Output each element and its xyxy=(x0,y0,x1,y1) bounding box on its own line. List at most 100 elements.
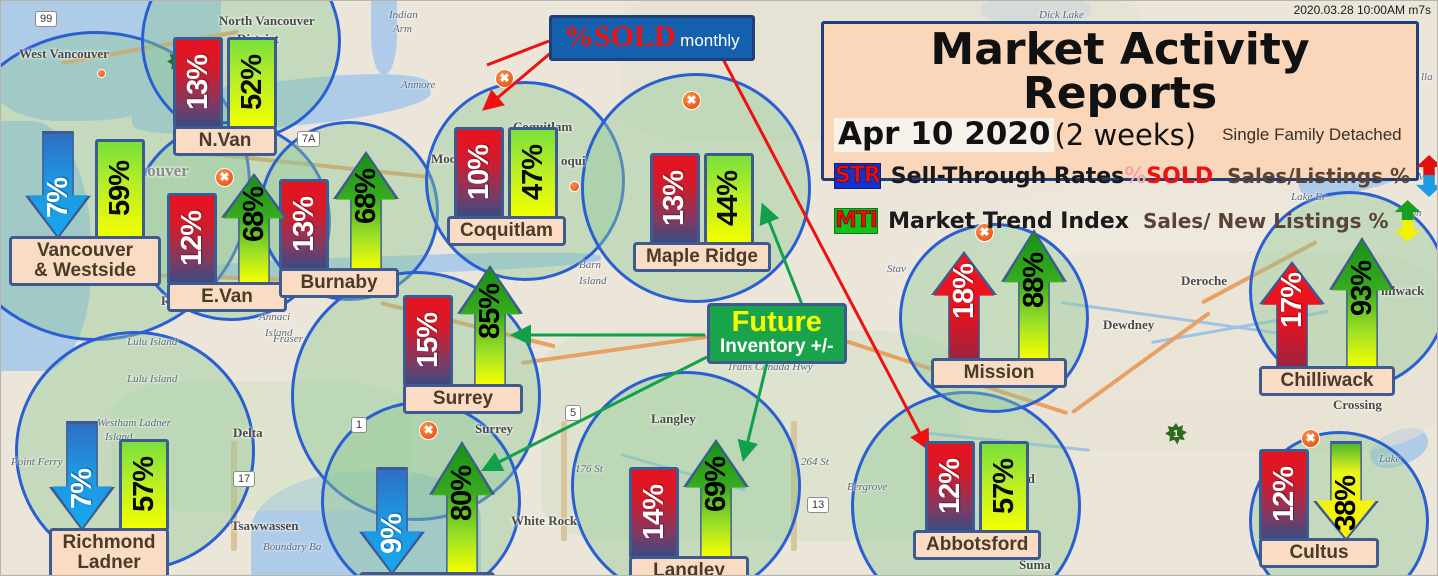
city-marker[interactable]: 13% 44% Maple Ridge xyxy=(633,153,771,272)
city-label[interactable]: Langley xyxy=(629,556,749,575)
mti-bar: 44% xyxy=(703,153,754,245)
city-label[interactable]: Burnaby xyxy=(279,268,399,298)
callout-sold[interactable]: %SOLD monthly xyxy=(549,15,755,61)
city-label[interactable]: Maple Ridge xyxy=(633,242,771,272)
map-label: Moo xyxy=(431,151,457,166)
str-value: 7% xyxy=(65,469,98,509)
str-value: 15% xyxy=(411,313,444,369)
str-bar: 12% xyxy=(925,441,976,533)
str-bar: 13% xyxy=(173,37,223,129)
callout-future-inventory[interactable]: Future Inventory +/- xyxy=(707,303,847,365)
city-label[interactable]: Cultus xyxy=(1259,538,1379,568)
city-label[interactable]: Abbotsford xyxy=(913,530,1042,560)
str-value: 12% xyxy=(933,459,966,515)
mti-bar: 47% xyxy=(508,127,559,219)
mti-arrow-up: 88% xyxy=(1001,229,1067,361)
map-label: Lulu Island xyxy=(127,336,178,348)
str-bar: 10% xyxy=(454,127,505,219)
city-label[interactable]: Mission xyxy=(931,358,1067,388)
mti-value: 57% xyxy=(987,459,1020,515)
x-pin-icon: ✖ xyxy=(682,91,701,110)
map-label: Westham Ladner xyxy=(97,417,171,429)
str-value: 12% xyxy=(1267,467,1300,523)
map-label: Island xyxy=(265,327,293,339)
city-marker[interactable]: 18% 88% Mission xyxy=(931,229,1067,388)
x-pin-icon: ✖ xyxy=(215,168,234,187)
city-marker[interactable]: 10% 47% Coquitlam xyxy=(447,127,566,246)
str-value: 10% xyxy=(462,145,495,201)
city-marker[interactable]: 17% 93% Chilliwack xyxy=(1259,237,1395,396)
city-marker[interactable]: 13% 68% Burnaby xyxy=(279,151,399,298)
city-marker[interactable]: 7% 59% Vancouver & Westside xyxy=(9,131,161,286)
str-arrow-up: 18% xyxy=(931,251,997,361)
map-label: oqui xyxy=(561,153,586,168)
map-label: Fraser xyxy=(273,333,303,345)
callout-sold-label: %SOLD xyxy=(564,20,676,53)
marker-bars: 12% 38% xyxy=(1259,441,1379,541)
mti-value: 69% xyxy=(699,457,732,513)
map-label: Deroche xyxy=(1181,273,1227,288)
marker-bars: 9% 80% xyxy=(359,441,495,575)
double-arrow-green-up-yellow-down-icon xyxy=(1394,200,1421,242)
map-label: Island xyxy=(579,275,607,287)
mti-arrow-up: 93% xyxy=(1329,237,1395,369)
str-value: 18% xyxy=(947,264,980,320)
city-label[interactable]: N.Van xyxy=(173,126,277,156)
map-label: Suma xyxy=(1019,557,1051,572)
map-label: Surrey xyxy=(475,421,514,436)
city-marker[interactable]: 12% 68% E.Van xyxy=(167,173,287,312)
city-marker[interactable]: 9% 80% White Rock xyxy=(359,441,495,575)
str-bar: 15% xyxy=(403,295,453,387)
x-pin-icon: ✖ xyxy=(975,223,994,242)
mti-metric: Sales/ New Listings % xyxy=(1142,209,1389,233)
city-marker[interactable]: 15% 85% Surrey xyxy=(403,265,523,414)
mti-arrow-up: 80% xyxy=(429,441,495,575)
map-label: Bergrove xyxy=(847,481,888,493)
map-label: Arm xyxy=(393,23,412,35)
str-badge: STR xyxy=(834,163,881,189)
city-label[interactable]: Chilliwack xyxy=(1259,366,1395,396)
road-line xyxy=(561,421,567,541)
map-label: Indian xyxy=(389,9,418,21)
city-label[interactable]: E.Van xyxy=(167,282,287,312)
marker-dot-icon xyxy=(569,181,580,192)
route-shield: 17 xyxy=(233,471,256,487)
callout-future-sub: Inventory +/- xyxy=(720,336,834,358)
map-label: Boundary Ba xyxy=(263,541,322,553)
city-marker[interactable]: 13% 52% N.Van xyxy=(173,37,277,156)
map-label: Tsawwassen xyxy=(231,518,299,533)
mti-arrow-down: 38% xyxy=(1313,441,1379,541)
route-shield: 99 xyxy=(35,11,58,27)
city-label[interactable]: Vancouver & Westside xyxy=(9,236,161,286)
str-value: 9% xyxy=(375,514,408,554)
callout-future-label: Future xyxy=(731,306,822,338)
city-label[interactable]: Richmond Ladner xyxy=(49,528,169,575)
city-label[interactable]: White Rock xyxy=(359,572,495,575)
map-label: Dick Lake xyxy=(1039,9,1084,21)
city-label[interactable]: Coquitlam xyxy=(447,216,566,246)
mti-bar: 59% xyxy=(95,139,145,239)
city-marker[interactable]: 12% 38% Cultus xyxy=(1259,441,1379,568)
str-sold-accent: SOLD xyxy=(1146,163,1214,189)
mti-value: 68% xyxy=(237,187,270,243)
marker-bars: 18% 88% xyxy=(931,229,1067,361)
mti-value: 93% xyxy=(1345,261,1378,317)
map-label: Crossing xyxy=(1333,397,1382,412)
city-marker[interactable]: 7% 57% Richmond Ladner xyxy=(49,421,169,575)
mti-arrow-up: 68% xyxy=(333,151,399,271)
city-label[interactable]: Surrey xyxy=(403,384,523,414)
park-pin-icon: 1 xyxy=(1165,423,1187,445)
marker-bars: 13% 44% xyxy=(633,153,771,245)
map-label: Stav xyxy=(887,263,906,275)
city-marker[interactable]: 12% 57% Abbotsford xyxy=(913,441,1042,560)
str-arrow-down: 9% xyxy=(359,467,425,575)
legend-date-row: Apr 10 2020 (2 weeks) Single Family Deta… xyxy=(834,117,1406,152)
map-label: Point Ferry xyxy=(11,456,63,468)
mti-description: Market Trend Index xyxy=(888,208,1129,234)
map-label: Barn xyxy=(579,259,601,271)
map-label: Lulu Island xyxy=(127,373,178,385)
marker-bars: 10% 47% xyxy=(447,127,566,219)
str-value: 13% xyxy=(287,197,320,253)
city-marker[interactable]: 14% 69% Langley xyxy=(629,439,749,575)
